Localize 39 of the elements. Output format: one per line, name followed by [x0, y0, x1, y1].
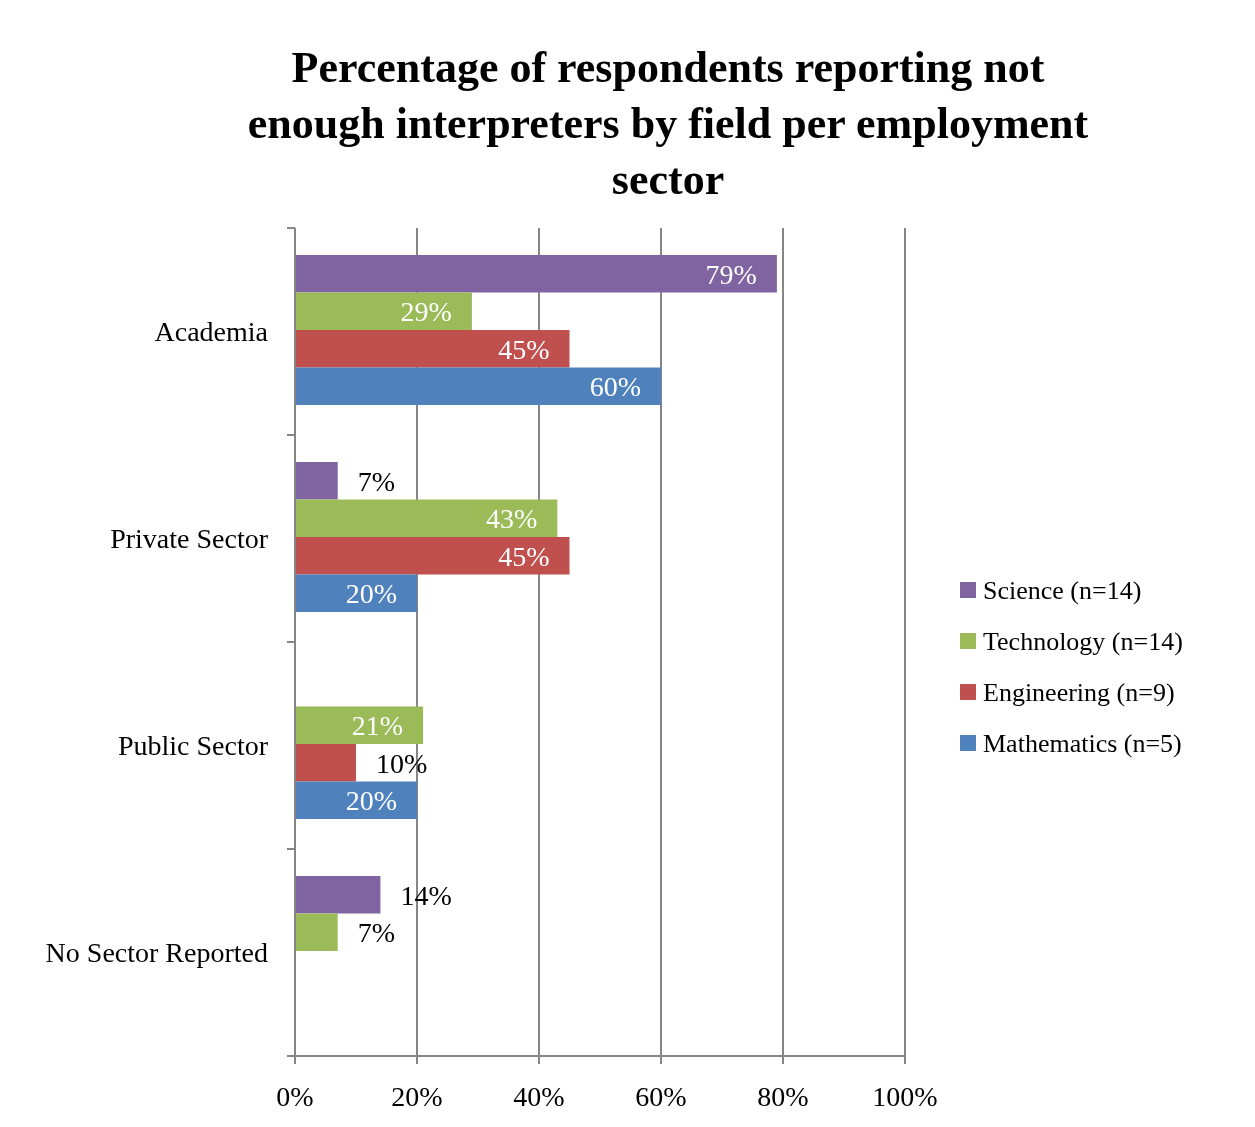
bar — [295, 744, 356, 782]
data-label: 10% — [376, 747, 428, 779]
legend-label: Technology (n=14) — [983, 627, 1183, 657]
bar — [295, 367, 661, 405]
x-tick-label: 20% — [391, 1081, 443, 1112]
bar — [295, 706, 424, 744]
data-label: 79% — [705, 258, 757, 290]
y-tick-label: Public Sector — [117, 730, 269, 762]
data-label: 29% — [400, 296, 452, 328]
data-label: 21% — [351, 710, 404, 742]
bar — [295, 876, 381, 914]
bar — [295, 537, 570, 575]
data-label: 7% — [357, 465, 396, 497]
data-label: 14% — [400, 879, 452, 911]
bar — [295, 255, 777, 293]
bar — [295, 292, 472, 330]
bar — [295, 499, 558, 537]
x-tick-label: 40% — [513, 1081, 565, 1112]
y-tick-label: Private Sector — [110, 523, 269, 555]
data-label: 45% — [498, 540, 550, 572]
x-tick-label: 100% — [872, 1081, 938, 1112]
data-label: 20% — [345, 578, 397, 610]
chart-title: Percentage of respondents reporting not enough interpreters by field per employment sector — [247, 43, 1089, 204]
bar — [295, 462, 338, 500]
y-tick-label: No Sector Reported — [45, 937, 268, 969]
x-tick-label: 80% — [757, 1081, 809, 1112]
y-tick-label: Academia — [154, 316, 269, 348]
x-tick-label: 0% — [276, 1081, 314, 1112]
bar — [295, 913, 338, 951]
x-tick-label: 60% — [635, 1081, 687, 1112]
data-label: 45% — [498, 333, 550, 365]
legend-label: Engineering (n=9) — [983, 678, 1175, 708]
legend-label: Mathematics (n=5) — [983, 729, 1182, 759]
data-label: 60% — [589, 371, 641, 403]
data-label: 43% — [485, 503, 538, 535]
data-label: 20% — [345, 785, 397, 817]
bar — [295, 330, 570, 368]
legend-label: Science (n=14) — [983, 576, 1142, 606]
data-label: 7% — [357, 917, 396, 949]
